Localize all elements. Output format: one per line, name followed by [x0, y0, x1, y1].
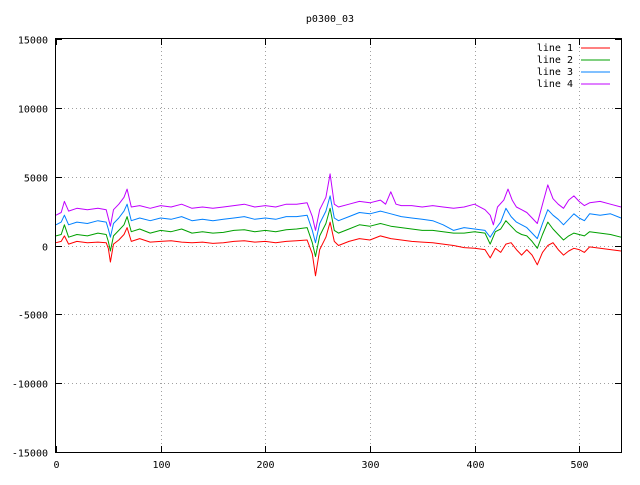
series-line-1	[55, 221, 622, 277]
grid	[56, 39, 621, 452]
y-tick-label: -15000	[12, 449, 48, 460]
legend-label: line 3	[537, 67, 573, 78]
y-tick-label: -5000	[18, 311, 48, 322]
x-tick-label: 500	[570, 460, 588, 471]
legend-label: line 2	[537, 55, 573, 66]
x-tick-label: 300	[361, 460, 379, 471]
tick-labels: 0 100 200 300 400 500 -15000 -10000 -5000 0 5000 10…	[12, 36, 589, 472]
plot-frame	[55, 38, 622, 453]
series-line-3	[55, 195, 622, 244]
y-tick-label: 15000	[18, 36, 48, 47]
y-tick-label: 0	[42, 243, 48, 254]
axis-ticks	[56, 39, 621, 453]
series-line-2	[55, 207, 622, 257]
series-group	[55, 173, 622, 277]
x-tick-label: 100	[152, 460, 170, 471]
x-tick-label: 200	[256, 460, 274, 471]
y-tick-label: 5000	[24, 174, 48, 185]
series-line-4	[55, 173, 622, 231]
y-tick-label: -10000	[12, 380, 48, 391]
y-tick-label: 10000	[18, 105, 48, 116]
x-tick-label: 0	[53, 460, 59, 471]
x-tick-label: 400	[466, 460, 484, 471]
legend-label: line 1	[537, 43, 573, 54]
legend-label: line 4	[537, 79, 573, 90]
chart-title: p0300_03	[306, 14, 354, 25]
